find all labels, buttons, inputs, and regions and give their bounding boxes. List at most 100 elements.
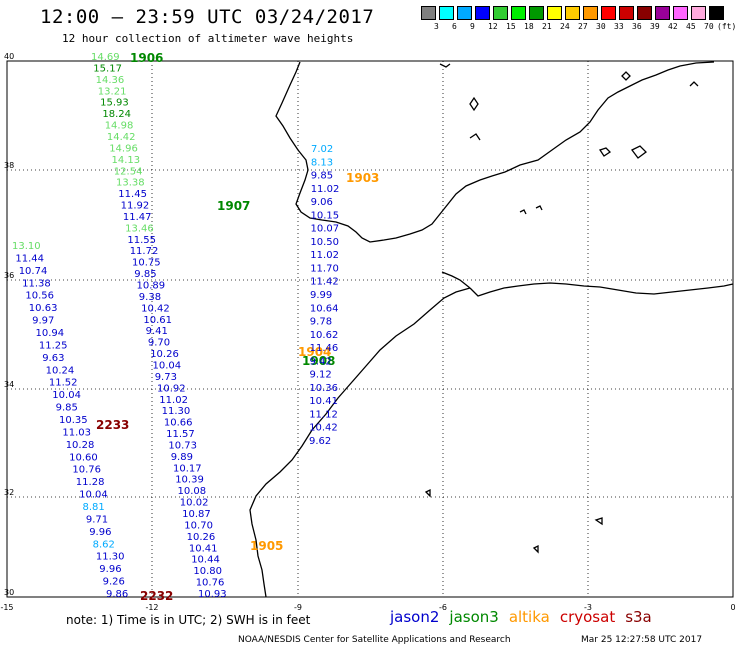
wave-height-value: 9.73 [155,372,177,383]
wave-height-value: 9.63 [42,353,64,364]
wave-height-value: 11.02 [310,250,339,261]
wave-height-value: 10.62 [310,330,339,341]
lon-tick-label: -15 [0,603,13,612]
wave-height-value: 9.70 [148,338,170,349]
wave-height-value: 10.39 [175,475,204,486]
wave-height-value: 12.54 [114,166,143,177]
wave-height-value: 9.71 [86,514,108,525]
wave-height-value: 11.92 [121,201,150,212]
wave-height-value: 10.44 [191,555,220,566]
wave-height-value: 10.64 [310,303,339,314]
colorbar-label: 3 [434,22,439,31]
colorbar-swatch [673,6,688,20]
wave-height-value: 13.38 [116,178,145,189]
wave-height-value: 11.02 [159,395,188,406]
wave-height-value: 10.41 [309,396,338,407]
wave-height-value: 11.47 [123,212,152,223]
wave-height-value: 10.04 [153,361,182,372]
island-3 [621,71,631,81]
wave-height-value: 13.46 [125,223,154,234]
wave-height-value: 10.35 [59,415,88,426]
map-frame [6,60,734,598]
credit-text: NOAA/NESDIS Center for Satellite Applica… [238,635,511,645]
wave-height-value: 10.61 [143,315,172,326]
legend-item: altika [508,608,550,626]
wave-height-value: 10.02 [180,498,209,509]
wave-height-value: 14.98 [105,121,134,132]
wave-height-value: 9.62 [309,436,331,447]
wave-height-value: 10.63 [29,303,58,314]
lat-tick-label: 32 [4,488,14,497]
wave-height-value: 14.69 [91,52,120,63]
wave-height-value: 10.04 [79,490,108,501]
pass-label: 1906 [130,51,163,65]
lat-tick-label: 30 [4,588,14,597]
colorbar-swatch [601,6,616,20]
satellite-legend: jason2 jason3 altika cryosat s3a [390,608,662,626]
wave-height-value: 13.10 [12,241,41,252]
wave-height-value: 10.73 [168,441,197,452]
wave-height-value: 9.41 [146,326,168,337]
wave-height-value: 11.72 [130,246,159,257]
wave-height-value: 10.07 [311,224,340,235]
colorbar-swatch [511,6,526,20]
colorbar-swatch [583,6,598,20]
wave-height-value: 11.52 [49,378,78,389]
wave-height-value: 11.25 [39,340,68,351]
wave-height-value: 10.80 [193,566,222,577]
island-7 [598,147,612,157]
legend-item: s3a [625,608,652,626]
wave-height-value: 10.74 [19,266,48,277]
wave-height-value: 10.28 [66,440,95,451]
wave-height-value: 11.02 [311,184,340,195]
island-8 [631,145,647,159]
colorbar-label: 9 [470,22,475,31]
wave-height-value: 11.28 [76,477,105,488]
wave-height-value: 11.30 [162,406,191,417]
wave-height-value: 9.86 [106,589,128,600]
colorbar-label: 70 [704,22,714,31]
pass-label: 2232 [140,589,173,603]
wave-height-value: 14.42 [107,132,136,143]
wave-height-value: 10.50 [310,237,339,248]
colorbar-swatch [691,6,706,20]
map-grid: -15 -12 -9 -6 -3 0 40 38 36 34 32 30 [0,52,735,612]
map-title: 12:00 – 23:59 UTC 03/24/2017 [40,6,375,28]
wave-height-value: 9.38 [139,292,161,303]
wave-height-value: 8.81 [83,502,105,513]
wave-values: 14.6915.1714.3613.2115.9318.2414.9814.42… [12,52,339,600]
colorbar-label: 36 [632,22,642,31]
colorbar-label: 27 [578,22,588,31]
pass-label: 2233 [96,418,129,432]
wave-height-value: 9.42 [310,356,332,367]
wave-height-value: 10.42 [141,303,170,314]
colorbar-swatch [529,6,544,20]
wave-height-value: 9.97 [32,316,54,327]
wave-height-value: 10.24 [46,365,75,376]
wave-height-value: 14.13 [112,155,141,166]
wave-height-value: 11.03 [62,427,91,438]
coastline-iberia [275,61,715,243]
wave-height-value: 10.70 [184,520,213,531]
colorbar-label: 39 [650,22,660,31]
wave-height-value: 10.26 [187,532,216,543]
colorbar-swatch [457,6,472,20]
wave-height-value: 10.76 [72,465,101,476]
island-1 [439,63,451,68]
wave-height-value: 11.38 [22,278,51,289]
colorbar-label: 33 [614,22,624,31]
wave-height-value: 11.30 [96,552,125,563]
wave-height-value: 9.26 [103,577,125,588]
pass-label: 1908 [302,354,335,368]
wave-height-value: 14.96 [109,143,138,154]
colorbar-label: 30 [596,22,606,31]
wave-height-value: 10.76 [196,578,225,589]
colorbar-swatch [547,6,562,20]
colorbar-label: 24 [560,22,570,31]
wave-height-value: 9.06 [311,197,333,208]
lon-tick-label: 0 [730,603,735,612]
wave-height-value: 11.12 [309,410,338,421]
pass-label: 1903 [346,171,379,185]
lon-tick-label: -3 [584,603,592,612]
